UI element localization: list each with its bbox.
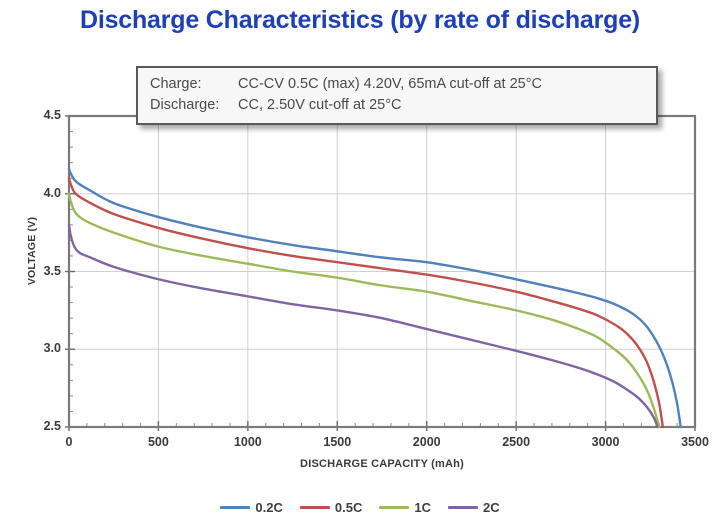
legend-swatch-icon (379, 506, 410, 509)
gridlines (69, 116, 695, 427)
y-tick-label: 4.5 (43, 108, 61, 122)
y-tick-label: 2.5 (43, 419, 61, 433)
annotation-label-discharge: Discharge: (150, 97, 220, 114)
annotation-label-charge: Charge: (150, 76, 202, 92)
legend-item-1c[interactable]: 1C (379, 500, 431, 515)
annotation-row: Discharge: CC, 2.50V cut-off at 25°C (150, 95, 646, 116)
x-tick-label: 2000 (412, 435, 441, 449)
series-line-2c (67, 223, 659, 429)
chart-legend: 0.2C 0.5C 1C 2C (0, 500, 720, 515)
series-line-0.2c (67, 167, 682, 429)
y-tick-label: 3.0 (43, 341, 61, 356)
x-tick-label: 1500 (323, 435, 352, 449)
legend-item-0.5c[interactable]: 0.5C (299, 500, 363, 515)
legend-swatch-icon (447, 506, 478, 509)
y-tick-label: 4.0 (43, 185, 61, 200)
x-tick-label: 2500 (502, 435, 531, 449)
y-axis-title: VOLTAGE (V) (26, 216, 38, 286)
legend-item-2c[interactable]: 2C (447, 500, 500, 515)
x-tick-label: 500 (147, 435, 169, 449)
page-title: Discharge Characteristics (by rate of di… (79, 6, 641, 34)
axis-minor-ticks (65, 115, 696, 431)
legend-label: 0.2C (255, 500, 283, 515)
legend-item-0.2c[interactable]: 0.2C (220, 500, 283, 515)
x-tick-label: 1000 (233, 435, 262, 449)
annotation-value-charge: CC-CV 0.5C (max) 4.20V, 65mA cut-off at … (238, 76, 542, 92)
series-line-1c (67, 192, 661, 429)
legend-label: 1C (414, 500, 431, 515)
x-axis-title: DISCHARGE CAPACITY (mAh) (300, 458, 464, 470)
series-line-0.5c (67, 177, 665, 429)
series-lines (67, 167, 682, 429)
conditions-annotation-box: Charge: CC-CV 0.5C (max) 4.20V, 65mA cut… (136, 66, 658, 126)
annotation-value-discharge: CC, 2.50V cut-off at 25°C (238, 97, 402, 114)
legend-label: 0.5C (334, 500, 363, 515)
y-tick-label: 3.5 (43, 263, 61, 278)
legend-swatch-icon (220, 506, 251, 509)
x-tick-label: 3000 (591, 435, 620, 449)
x-tick-label: 3500 (681, 435, 709, 449)
legend-swatch-icon (299, 506, 330, 509)
annotation-row: Charge: CC-CV 0.5C (max) 4.20V, 65mA cut… (150, 74, 646, 95)
x-tick-label: 0 (65, 435, 73, 449)
legend-label: 2C (482, 500, 500, 515)
